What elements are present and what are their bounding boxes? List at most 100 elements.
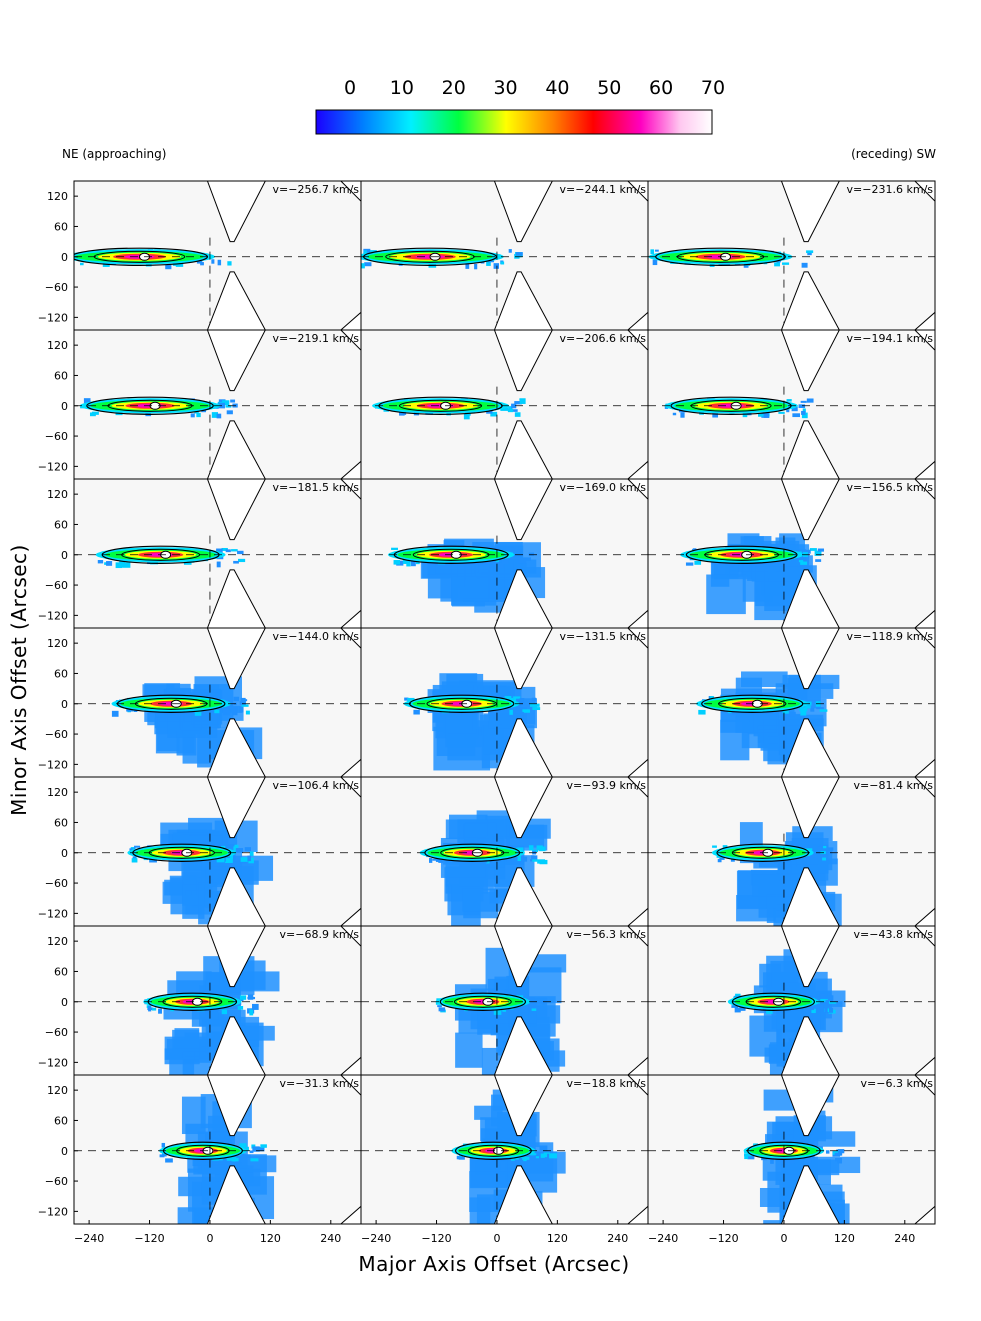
emission-pixel [778,411,785,414]
emission-pixel [226,410,233,415]
emission-pixel [515,252,523,256]
emission-pixel [247,855,252,862]
emission-pixel [837,1149,845,1154]
y-tick-label: −60 [45,728,68,741]
mask-corner-bottom-right [627,460,648,479]
y-tick-label: 0 [61,996,68,1009]
channel-panel: v=−81.4 km/s [647,776,936,927]
colorbar-tick-label: 40 [545,77,569,99]
mask-corner-top-right [914,1075,935,1096]
mask-corner-bottom-right [914,758,935,777]
mask-outline-bottom [780,271,840,330]
emission-pixel [257,1146,265,1152]
emission-pixel [239,700,246,705]
mask-corner-bottom-right [340,758,361,777]
y-tick-label: 120 [47,488,68,501]
emission-pixel [239,1143,247,1148]
y-tick-label: 120 [47,339,68,352]
panel-plot-area [361,181,648,330]
y-tick-label: −120 [38,311,68,324]
emission-pixel [766,1009,773,1014]
mask-outline-top [780,628,840,690]
emission-pixel [438,857,443,863]
emission-pixel [774,262,780,267]
emission-pixel [488,711,496,716]
panel-plot-area [648,926,935,1075]
emission-pixel [222,709,231,716]
mask-outline-bottom [780,420,840,479]
emission-pixel [134,845,141,848]
emission-pixel [238,558,246,563]
emission-pixel [221,845,226,849]
emission-pixel [519,398,526,401]
emission-pixel [165,264,172,270]
mask-outline-bottom [780,1165,840,1224]
emission-pixel [89,412,96,417]
emission-pixel [502,1009,507,1012]
y-tick-label: −120 [38,1205,68,1218]
y-tick-label: −60 [45,1026,68,1039]
x-tick-label: −240 [648,1232,678,1245]
panel-plot-area [648,628,935,777]
velocity-label: v=−31.3 km/s [280,1077,360,1090]
halo-emission-block [706,574,746,615]
emission-pixel [216,857,225,863]
emission-pixel [815,559,822,562]
emission-pixel [363,250,367,255]
emission-pixel [464,1006,468,1012]
mask-corner-bottom-right [914,1205,935,1224]
emission-pixel [482,561,491,565]
x-tick-label: 0 [493,1232,500,1245]
halo-emission-block [757,729,803,748]
emission-pixel [758,413,764,417]
mask-outline-bottom [206,569,266,628]
emission-pixel [252,1003,259,1010]
mask-outline-top [780,1075,840,1137]
emission-pixel [239,995,247,1000]
emission-pixel [517,549,523,552]
emission-pixel [247,994,254,1000]
emission-pixel [465,262,470,269]
panel-plot-area [361,1075,648,1224]
mask-outline-top [493,1075,553,1137]
emission-pixel [242,1154,251,1158]
panel-plot-area [648,1075,935,1224]
emission-pixel [799,707,808,712]
emission-pixel [230,399,236,403]
emission-pixel [801,262,808,268]
emission-pixel [196,259,203,264]
channel-panel: v=−206.6 km/s [360,329,649,480]
mask-outline-top [206,628,266,690]
emission-pixel [532,703,540,707]
emission-pixel [817,548,824,552]
velocity-label: v=−56.3 km/s [567,928,647,941]
emission-pixel [825,1150,830,1154]
emission-pixel [514,401,522,405]
emission-pixel [650,249,655,254]
velocity-label: v=−106.4 km/s [273,779,360,792]
emission-pixel [800,400,807,403]
emission-pixel [761,1158,768,1161]
emission-pixel [183,561,192,565]
emission-pixel [229,854,234,860]
emission-pixel [500,407,509,411]
mask-corner-top-right [627,628,648,649]
mask-corner-top-right [627,926,648,947]
emission-pixel [826,1007,834,1013]
emission-pixel [216,413,222,419]
emission-pixel [402,558,407,564]
emission-pixel [758,859,764,862]
mask-outline-bottom [206,271,266,330]
emission-pixel [438,1007,446,1012]
emission-pixel [370,250,377,253]
emission-pixel [823,845,827,849]
mask-outline-bottom [780,1016,840,1075]
mask-outline-bottom [206,867,266,926]
panel-plot-area [361,628,648,777]
emission-pixel [778,559,786,565]
emission-pixel [161,1142,166,1148]
emission-pixel [828,1001,837,1004]
mask-outline-top [206,181,266,243]
emission-pixel [129,848,134,851]
